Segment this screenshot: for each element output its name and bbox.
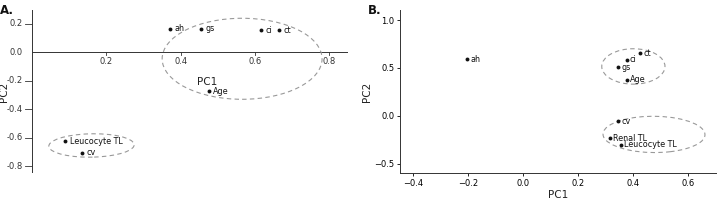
Text: Age: Age [630, 75, 645, 84]
Text: 0.0: 0.0 [9, 48, 23, 57]
Text: B.: B. [368, 4, 382, 17]
Text: 0.6: 0.6 [248, 57, 262, 66]
Text: ci: ci [265, 26, 272, 35]
Text: -0.6: -0.6 [6, 133, 23, 142]
Text: -0.8: -0.8 [6, 162, 23, 171]
Text: 0.4: 0.4 [174, 57, 187, 66]
Text: ah: ah [470, 55, 480, 64]
Text: Leucocyte TL: Leucocyte TL [70, 137, 122, 146]
Text: Age: Age [213, 87, 229, 96]
Text: PC1: PC1 [197, 76, 217, 86]
Y-axis label: PC2: PC2 [362, 82, 372, 102]
Text: A.: A. [1, 4, 14, 17]
Text: 0.2: 0.2 [9, 19, 23, 28]
Text: gs: gs [206, 24, 215, 33]
Text: gs: gs [621, 63, 631, 72]
Text: Leucocyte TL: Leucocyte TL [624, 140, 677, 150]
Text: -0.4: -0.4 [6, 105, 23, 114]
Text: -0.2: -0.2 [6, 76, 23, 85]
Text: ct: ct [284, 26, 292, 35]
Text: 0.8: 0.8 [323, 57, 336, 66]
Text: cv: cv [621, 116, 631, 125]
Text: cv: cv [86, 148, 96, 157]
X-axis label: PC1: PC1 [548, 190, 568, 200]
Text: 0.2: 0.2 [100, 57, 113, 66]
Text: ct: ct [644, 49, 651, 58]
Text: ci: ci [630, 55, 636, 64]
Text: Renal TL: Renal TL [613, 134, 647, 143]
Text: ah: ah [174, 24, 184, 33]
Text: PC2: PC2 [0, 82, 9, 102]
